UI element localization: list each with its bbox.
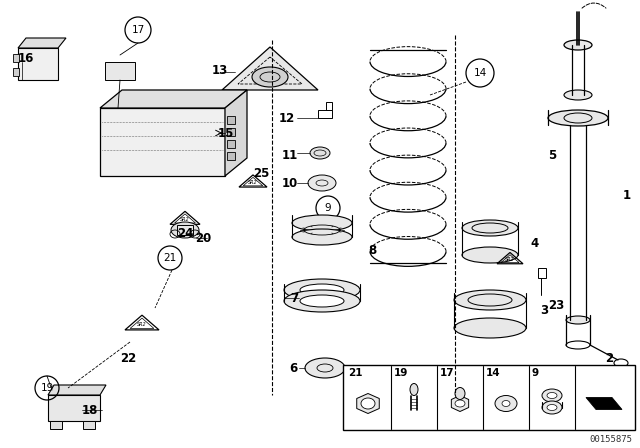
Text: 14: 14 — [486, 368, 500, 378]
Text: SR2: SR2 — [137, 322, 147, 327]
Ellipse shape — [542, 389, 562, 402]
Polygon shape — [48, 385, 106, 395]
Polygon shape — [356, 393, 380, 414]
Polygon shape — [225, 90, 247, 176]
Text: 11: 11 — [282, 148, 298, 161]
Bar — [105, 62, 135, 80]
Bar — [227, 152, 235, 160]
Text: 25: 25 — [253, 167, 269, 180]
Polygon shape — [586, 397, 622, 409]
Text: 8: 8 — [368, 244, 376, 257]
Ellipse shape — [284, 290, 360, 312]
Ellipse shape — [454, 318, 526, 338]
Ellipse shape — [547, 392, 557, 399]
Text: 14: 14 — [474, 68, 486, 78]
Bar — [100, 108, 225, 176]
Ellipse shape — [502, 401, 510, 406]
Text: 10: 10 — [282, 177, 298, 190]
Text: 19: 19 — [40, 383, 54, 393]
Text: 13: 13 — [212, 64, 228, 77]
Text: 9: 9 — [532, 368, 539, 378]
Text: SR2: SR2 — [180, 216, 190, 221]
Ellipse shape — [410, 383, 418, 396]
Text: 17: 17 — [440, 368, 454, 378]
Ellipse shape — [547, 405, 557, 410]
Bar — [18, 48, 58, 80]
Ellipse shape — [454, 290, 526, 310]
Text: 15: 15 — [218, 126, 234, 139]
Polygon shape — [222, 47, 318, 90]
Text: 18: 18 — [82, 404, 99, 417]
Ellipse shape — [462, 247, 518, 263]
Ellipse shape — [564, 90, 592, 100]
Bar — [48, 395, 100, 421]
Ellipse shape — [462, 220, 518, 236]
Text: 6: 6 — [290, 362, 298, 375]
Bar — [13, 68, 19, 76]
Ellipse shape — [455, 388, 465, 400]
Ellipse shape — [566, 316, 590, 324]
Bar — [13, 54, 19, 62]
Text: 17: 17 — [131, 25, 145, 35]
Text: 22: 22 — [120, 352, 136, 365]
Bar — [343, 365, 635, 430]
Ellipse shape — [542, 401, 562, 414]
Bar — [227, 116, 235, 124]
Text: 21: 21 — [163, 253, 177, 263]
Bar — [177, 225, 193, 235]
Text: 4: 4 — [530, 237, 538, 250]
Bar — [227, 128, 235, 136]
Text: 20: 20 — [195, 232, 211, 245]
Ellipse shape — [310, 147, 330, 159]
Ellipse shape — [361, 398, 375, 409]
Text: SR2: SR2 — [505, 257, 515, 262]
Ellipse shape — [171, 222, 199, 238]
Text: SR2: SR2 — [248, 180, 258, 185]
Ellipse shape — [300, 295, 344, 307]
Text: 2: 2 — [605, 352, 613, 365]
Polygon shape — [18, 38, 66, 48]
Ellipse shape — [292, 229, 352, 245]
Bar — [318, 110, 332, 118]
Ellipse shape — [564, 40, 592, 50]
Bar — [227, 140, 235, 148]
Polygon shape — [451, 396, 468, 412]
Text: 24: 24 — [177, 227, 193, 240]
Ellipse shape — [305, 358, 345, 378]
Ellipse shape — [308, 175, 336, 191]
Text: 1: 1 — [623, 189, 631, 202]
Bar — [83, 421, 95, 429]
Bar — [50, 421, 62, 429]
Bar — [326, 102, 332, 110]
Text: 19: 19 — [394, 368, 408, 378]
Text: 5: 5 — [548, 148, 556, 161]
Text: 23: 23 — [548, 298, 564, 311]
Text: 16: 16 — [18, 52, 35, 65]
Ellipse shape — [284, 279, 360, 301]
Text: 00155875: 00155875 — [589, 435, 632, 444]
Text: 3: 3 — [540, 303, 548, 316]
Text: 7: 7 — [290, 292, 298, 305]
Ellipse shape — [292, 215, 352, 231]
Text: 21: 21 — [348, 368, 362, 378]
Ellipse shape — [455, 400, 465, 407]
Polygon shape — [100, 90, 247, 108]
Ellipse shape — [252, 67, 288, 87]
Bar — [538, 268, 546, 278]
Text: 9: 9 — [324, 203, 332, 213]
Ellipse shape — [300, 284, 344, 296]
Ellipse shape — [495, 396, 517, 412]
Text: 12: 12 — [279, 112, 295, 125]
Ellipse shape — [548, 110, 608, 126]
